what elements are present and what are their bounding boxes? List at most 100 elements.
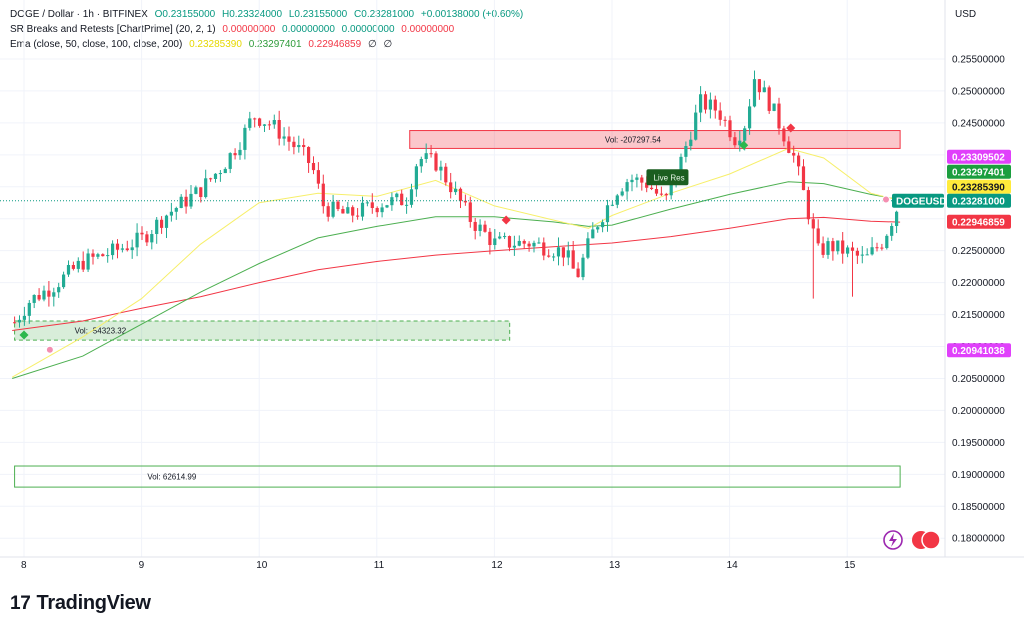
candle-body[interactable]: [684, 146, 688, 157]
candle-body[interactable]: [262, 124, 267, 126]
candle-body[interactable]: [179, 196, 183, 208]
candle-body[interactable]: [66, 264, 71, 275]
candle-body[interactable]: [194, 187, 198, 194]
candle-body[interactable]: [86, 253, 90, 270]
candle-body[interactable]: [52, 292, 56, 297]
candle-body[interactable]: [488, 231, 492, 246]
candle-body[interactable]: [517, 240, 521, 246]
candle-body[interactable]: [630, 179, 634, 183]
candle-body[interactable]: [645, 182, 649, 188]
price-axis-tag[interactable]: [947, 214, 1011, 229]
candle-body[interactable]: [159, 219, 164, 228]
candle-body[interactable]: [694, 112, 698, 140]
candle-body[interactable]: [449, 182, 453, 193]
candle-body[interactable]: [659, 193, 663, 195]
candle-body[interactable]: [135, 232, 139, 248]
candle-body[interactable]: [76, 260, 80, 269]
candle-body[interactable]: [498, 236, 502, 239]
currency-label[interactable]: USD: [955, 9, 977, 20]
indicator-sr-legend[interactable]: SR Breaks and Retests [ChartPrime] (20, …: [10, 23, 458, 36]
candle-body[interactable]: [42, 290, 46, 300]
candle-body[interactable]: [792, 152, 796, 156]
candle-body[interactable]: [625, 182, 629, 192]
candle-body[interactable]: [429, 153, 433, 155]
candle-body[interactable]: [32, 295, 36, 303]
candle-body[interactable]: [419, 159, 423, 167]
candle-body[interactable]: [439, 166, 443, 171]
candle-body[interactable]: [468, 202, 472, 222]
candle-body[interactable]: [204, 178, 208, 198]
candle-body[interactable]: [444, 166, 448, 183]
candle-body[interactable]: [174, 207, 178, 212]
candle-body[interactable]: [12, 322, 17, 324]
candle-body[interactable]: [238, 149, 242, 156]
price-axis-tag[interactable]: [947, 343, 1011, 358]
sr-zone-resistance[interactable]: [409, 130, 901, 149]
candle-body[interactable]: [130, 247, 134, 251]
candle-body[interactable]: [596, 227, 600, 230]
candle-body[interactable]: [502, 236, 507, 238]
price-axis-tag[interactable]: [947, 193, 1011, 208]
candle-body[interactable]: [233, 153, 237, 156]
candle-body[interactable]: [698, 94, 703, 113]
candle-body[interactable]: [885, 235, 889, 249]
symbol-ohlc-line[interactable]: DOGE / Dollar · 1h · BITFINEX O0.2315500…: [10, 8, 527, 21]
candle-body[interactable]: [542, 242, 546, 256]
candle-body[interactable]: [718, 110, 722, 120]
candle-body[interactable]: [664, 193, 668, 196]
sr-zone-support[interactable]: [14, 465, 901, 488]
candle-body[interactable]: [120, 248, 124, 250]
candle-body[interactable]: [311, 162, 316, 171]
candle-body[interactable]: [566, 250, 570, 258]
indicator-ema-legend[interactable]: Ema (close, 50, close, 100, close, 200) …: [10, 38, 396, 51]
candle-body[interactable]: [841, 240, 845, 254]
candle-body[interactable]: [257, 118, 262, 126]
candle-body[interactable]: [297, 145, 301, 148]
candle-body[interactable]: [738, 140, 742, 146]
candle-body[interactable]: [870, 247, 874, 255]
candle-body[interactable]: [483, 224, 487, 232]
candle-body[interactable]: [458, 188, 463, 201]
candle-body[interactable]: [243, 127, 247, 150]
candle-body[interactable]: [782, 128, 786, 142]
candle-body[interactable]: [777, 103, 781, 129]
candle-body[interactable]: [801, 166, 806, 191]
candle-body[interactable]: [91, 253, 95, 257]
candle-body[interactable]: [806, 190, 810, 220]
candle-body[interactable]: [640, 177, 644, 183]
candle-body[interactable]: [414, 166, 418, 190]
candle-body[interactable]: [610, 204, 614, 206]
ema-200-line[interactable]: [12, 216, 901, 331]
candle-body[interactable]: [223, 168, 227, 174]
candle-body[interactable]: [375, 207, 379, 213]
candle-body[interactable]: [796, 155, 801, 167]
candle-body[interactable]: [591, 229, 595, 239]
candle-body[interactable]: [351, 207, 355, 216]
candle-body[interactable]: [752, 79, 757, 107]
candle-body[interactable]: [743, 128, 747, 141]
green-diamond-marker[interactable]: [739, 140, 749, 150]
candle-body[interactable]: [689, 139, 693, 147]
candle-body[interactable]: [762, 87, 766, 93]
candle-body[interactable]: [370, 202, 374, 208]
candle-body[interactable]: [96, 254, 100, 257]
candle-body[interactable]: [404, 204, 409, 206]
candle-body[interactable]: [282, 136, 286, 139]
candle-body[interactable]: [850, 247, 855, 251]
candle-body[interactable]: [703, 94, 708, 110]
candle-body[interactable]: [865, 254, 869, 256]
candle-body[interactable]: [287, 136, 291, 142]
candle-body[interactable]: [365, 202, 369, 204]
green-diamond-marker[interactable]: [19, 330, 29, 340]
candle-body[interactable]: [473, 221, 477, 231]
candle-body[interactable]: [110, 243, 115, 256]
candle-body[interactable]: [27, 302, 31, 316]
candle-body[interactable]: [537, 242, 541, 244]
candle-body[interactable]: [880, 247, 884, 249]
candle-body[interactable]: [189, 193, 193, 207]
candle-body[interactable]: [826, 241, 830, 255]
candle-body[interactable]: [199, 187, 203, 198]
candle-body[interactable]: [346, 207, 350, 214]
candle-body[interactable]: [556, 247, 561, 257]
candle-body[interactable]: [380, 207, 384, 213]
